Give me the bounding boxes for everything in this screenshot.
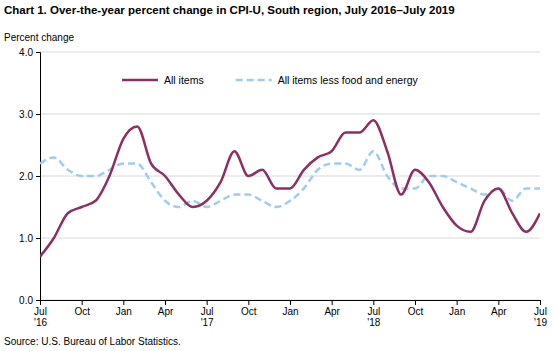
y-tick: 1.0 (19, 233, 40, 244)
x-tick: Jan (449, 300, 465, 317)
x-tick-label: Apr (324, 306, 340, 317)
y-axis: 0.0 1.0 2.0 3.0 4.0 (19, 47, 40, 306)
x-tick-mark (373, 300, 374, 305)
x-tick: Oct (241, 300, 257, 317)
x-tick-mark (332, 300, 333, 305)
x-tick-label: Apr (158, 306, 174, 317)
y-tick: 3.0 (19, 109, 40, 120)
y-tick-label: 1.0 (19, 233, 33, 244)
x-tick-mark (248, 300, 249, 305)
lines (40, 120, 540, 256)
y-axis-line (36, 53, 41, 301)
legend: All items All items less food and energy (122, 74, 419, 86)
legend-swatch (236, 79, 272, 82)
legend-label: All items (164, 74, 204, 86)
x-tick-mark (415, 300, 416, 305)
x-tick-label: Oct (408, 306, 424, 317)
x-tick-label: Oct (241, 306, 257, 317)
x-tick-mark (290, 300, 291, 305)
y-tick: 4.0 (19, 47, 40, 58)
y-axis-title: Percent change (4, 32, 74, 43)
x-tick-mark (123, 300, 124, 305)
x-tick: Apr (491, 300, 507, 317)
grid-line (40, 238, 540, 239)
y-tick-label: 0.0 (19, 295, 33, 306)
grid (40, 52, 540, 300)
y-tick-mark (36, 52, 40, 53)
y-tick-label: 4.0 (19, 47, 33, 58)
series-line (40, 120, 540, 256)
x-tick-label: Jan (116, 306, 132, 317)
x-tick-label: Jul'18 (367, 306, 380, 328)
y-tick-mark (36, 114, 40, 115)
y-tick-mark (36, 300, 40, 301)
x-tick: Apr (158, 300, 174, 317)
grid-line (40, 176, 540, 177)
x-tick-mark (165, 300, 166, 305)
x-tick: Jul'16 (34, 300, 47, 328)
x-tick-label: Jan (449, 306, 465, 317)
x-tick-mark (457, 300, 458, 305)
x-tick: Oct (408, 300, 424, 317)
x-tick-mark (40, 300, 41, 305)
x-tick: Jan (282, 300, 298, 317)
x-tick-label: Jul'19 (534, 306, 547, 328)
x-tick-mark (207, 300, 208, 305)
legend-item: All items (122, 74, 204, 86)
x-tick-mark (540, 300, 541, 305)
grid-line (40, 52, 540, 53)
x-tick-label: Apr (491, 306, 507, 317)
y-tick-label: 3.0 (19, 109, 33, 120)
x-tick-label: Jul'16 (34, 306, 47, 328)
y-tick-label: 2.0 (19, 171, 33, 182)
x-tick-label: Jul'17 (201, 306, 214, 328)
y-tick: 2.0 (19, 171, 40, 182)
x-tick: Apr (324, 300, 340, 317)
source: Source: U.S. Bureau of Labor Statistics. (4, 336, 181, 347)
x-tick-mark (498, 300, 499, 305)
y-tick-mark (36, 176, 40, 177)
y-tick-mark (36, 238, 40, 239)
x-tick: Jul'17 (201, 300, 214, 328)
x-tick: Jul'18 (367, 300, 380, 328)
legend-label: All items less food and energy (278, 74, 419, 86)
legend-item: All items less food and energy (236, 74, 419, 86)
x-tick: Jul'19 (534, 300, 547, 328)
y-tick: 0.0 (19, 295, 40, 306)
legend-swatch (122, 79, 158, 82)
x-tick-label: Oct (74, 306, 90, 317)
x-tick: Oct (74, 300, 90, 317)
x-tick-mark (82, 300, 83, 305)
x-axis: Jul'16 Oct Jan Apr Jul'17 Oct Jan Apr Jul'18 Oct J… (34, 300, 547, 328)
x-tick: Jan (116, 300, 132, 317)
grid-line (40, 114, 540, 115)
x-tick-label: Jan (282, 306, 298, 317)
title: Chart 1. Over-the-year percent change in… (4, 4, 455, 16)
